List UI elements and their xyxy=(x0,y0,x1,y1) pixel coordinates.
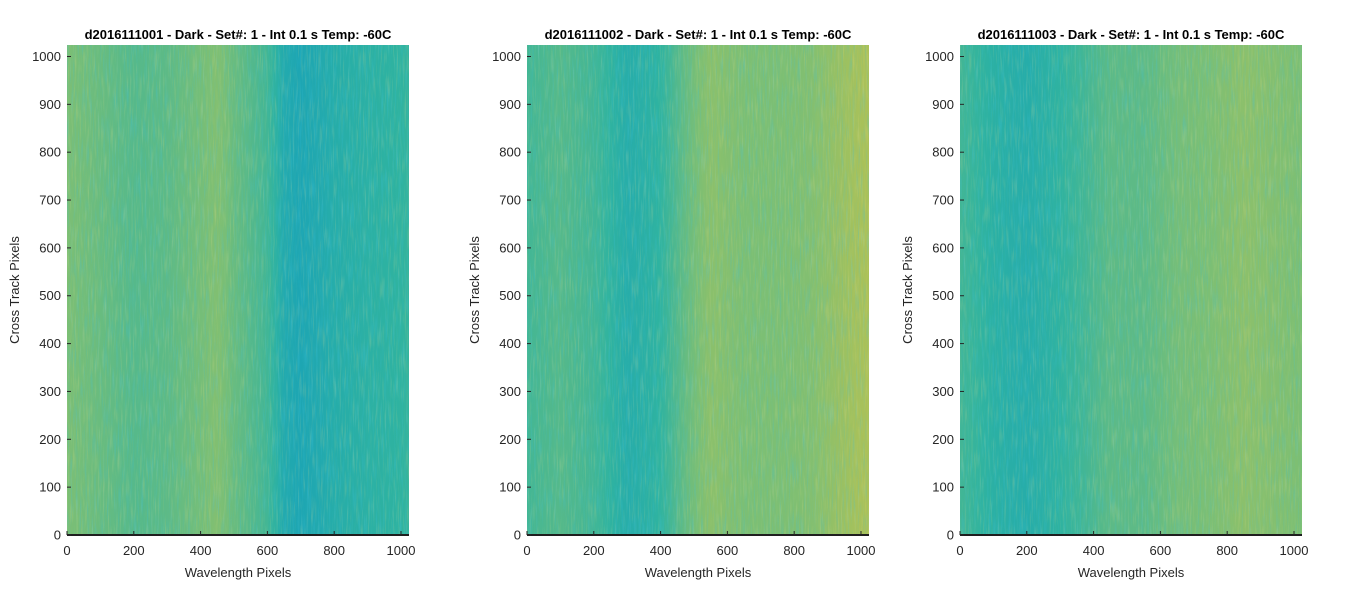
x-tick-label: 200 xyxy=(123,543,145,558)
x-tick-label: 800 xyxy=(1216,543,1238,558)
x-tick-label: 400 xyxy=(190,543,212,558)
x-tick-label: 400 xyxy=(650,543,672,558)
y-tick-label: 900 xyxy=(499,97,521,112)
x-tick-label: 1000 xyxy=(387,543,416,558)
y-tick-label: 600 xyxy=(932,240,954,255)
y-tick-label: 700 xyxy=(932,193,954,208)
y-tick-label: 800 xyxy=(39,145,61,160)
x-tick-label: 800 xyxy=(323,543,345,558)
y-tick-label: 100 xyxy=(39,480,61,495)
panel-1-axes: 0 200 400 600 800 1000 0 100 200 300 400 500 600 700 8… xyxy=(32,49,415,558)
panel-3-y-axis-label: Cross Track Pixels xyxy=(900,236,915,344)
x-tick-label: 400 xyxy=(1083,543,1105,558)
y-tick-label: 600 xyxy=(499,240,521,255)
y-tick-label: 400 xyxy=(499,336,521,351)
y-tick-label: 200 xyxy=(39,432,61,447)
y-tick-label: 100 xyxy=(932,480,954,495)
x-tick-label: 1000 xyxy=(847,543,876,558)
x-tick-label: 1000 xyxy=(1280,543,1309,558)
y-tick-label: 300 xyxy=(39,384,61,399)
y-tick-label: 1000 xyxy=(925,49,954,64)
y-tick-label: 1000 xyxy=(32,49,61,64)
y-tick-label: 800 xyxy=(932,145,954,160)
x-tick-label: 600 xyxy=(717,543,739,558)
y-tick-label: 0 xyxy=(947,528,954,543)
panel-2: d2016111002 - Dark - Set#: 1 - Int 0.1 s… xyxy=(467,27,875,580)
y-tick-label: 600 xyxy=(39,240,61,255)
panel-3-title: d2016111003 - Dark - Set#: 1 - Int 0.1 s… xyxy=(978,27,1285,42)
y-tick-label: 300 xyxy=(932,384,954,399)
panel-1: d2016111001 - Dark - Set#: 1 - Int 0.1 s… xyxy=(7,27,415,580)
y-tick-label: 400 xyxy=(39,336,61,351)
panel-3-axes: 0 200 400 600 800 1000 0 100 200 300 400 500 600 700 8… xyxy=(925,49,1308,558)
y-tick-label: 700 xyxy=(39,193,61,208)
panel-3: d2016111003 - Dark - Set#: 1 - Int 0.1 s… xyxy=(900,27,1308,580)
y-tick-label: 0 xyxy=(514,528,521,543)
x-tick-label: 600 xyxy=(1150,543,1172,558)
x-tick-label: 0 xyxy=(523,543,530,558)
x-tick-label: 200 xyxy=(1016,543,1038,558)
y-tick-label: 200 xyxy=(932,432,954,447)
panel-2-x-axis-label: Wavelength Pixels xyxy=(645,565,752,580)
x-tick-label: 0 xyxy=(956,543,963,558)
panel-1-title: d2016111001 - Dark - Set#: 1 - Int 0.1 s… xyxy=(85,27,392,42)
panel-2-y-axis-label: Cross Track Pixels xyxy=(467,236,482,344)
x-tick-label: 800 xyxy=(783,543,805,558)
y-tick-label: 100 xyxy=(499,480,521,495)
panel-1-y-axis-label: Cross Track Pixels xyxy=(7,236,22,344)
y-tick-label: 800 xyxy=(499,145,521,160)
x-tick-label: 600 xyxy=(257,543,279,558)
y-tick-label: 500 xyxy=(39,288,61,303)
panel-3-x-axis-label: Wavelength Pixels xyxy=(1078,565,1185,580)
y-tick-label: 400 xyxy=(932,336,954,351)
y-tick-label: 900 xyxy=(39,97,61,112)
panel-2-axes: 0 200 400 600 800 1000 0 100 200 300 400 500 600 700 8… xyxy=(492,49,875,558)
panel-2-title: d2016111002 - Dark - Set#: 1 - Int 0.1 s… xyxy=(545,27,852,42)
x-tick-label: 200 xyxy=(583,543,605,558)
y-tick-label: 200 xyxy=(499,432,521,447)
y-tick-label: 700 xyxy=(499,193,521,208)
y-tick-label: 500 xyxy=(499,288,521,303)
panel-3-noise-texture-warm xyxy=(960,45,1302,535)
panel-1-x-axis-label: Wavelength Pixels xyxy=(185,565,292,580)
x-tick-label: 0 xyxy=(63,543,70,558)
panel-2-noise-texture-warm xyxy=(527,45,869,535)
y-tick-label: 1000 xyxy=(492,49,521,64)
y-tick-label: 900 xyxy=(932,97,954,112)
panel-1-noise-texture-warm xyxy=(67,45,409,535)
y-tick-label: 0 xyxy=(54,528,61,543)
y-tick-label: 300 xyxy=(499,384,521,399)
y-tick-label: 500 xyxy=(932,288,954,303)
